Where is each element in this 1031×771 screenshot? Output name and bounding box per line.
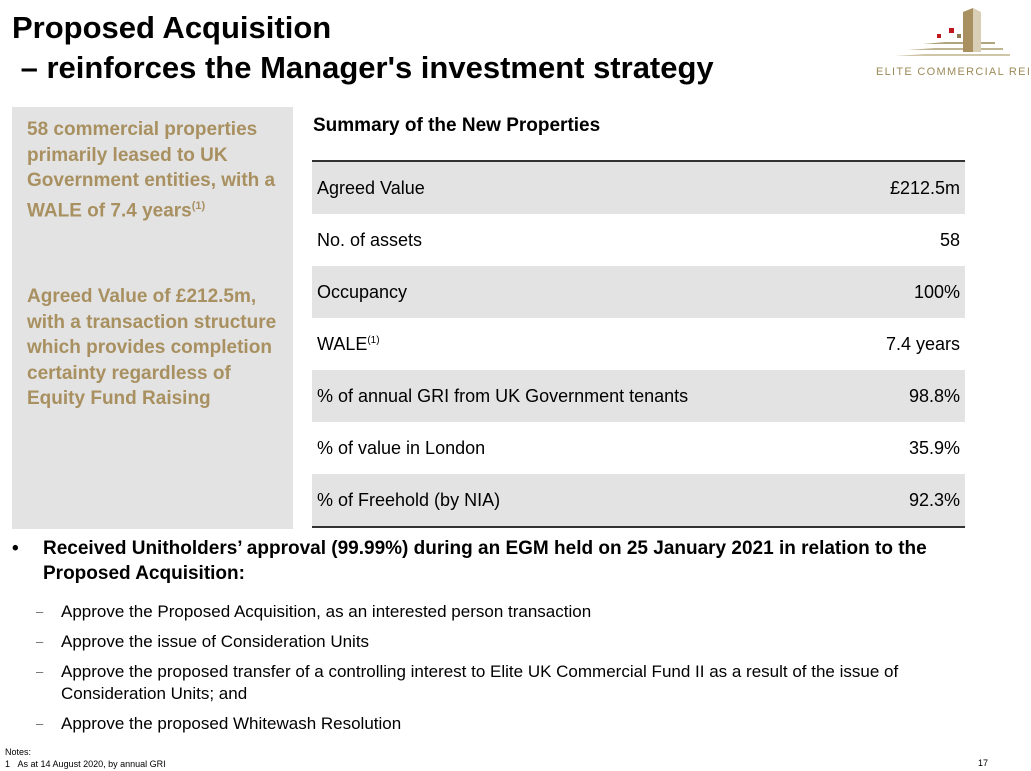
- dash-icon: –: [36, 716, 44, 731]
- footnote-ref: (1): [191, 199, 206, 212]
- row-label: Agreed Value: [317, 177, 425, 198]
- highlights-panel: 58 commercial properties primarily lease…: [12, 107, 293, 529]
- row-value: 58: [939, 229, 960, 250]
- table-row: % of Freehold (by NIA) 92.3%: [312, 474, 965, 526]
- row-value: 98.8%: [908, 385, 960, 406]
- table-row: % of value in London 35.9%: [312, 422, 965, 474]
- highlight-properties: 58 commercial properties primarily lease…: [27, 117, 277, 223]
- bullet-icon: •: [12, 538, 19, 559]
- title-line-2: – reinforces the Manager's investment st…: [12, 50, 714, 85]
- row-label: % of annual GRI from UK Government tenan…: [317, 385, 689, 406]
- list-item: – Approve the issue of Consideration Unit…: [36, 631, 976, 653]
- footnote-text: As at 14 August 2020, by annual GRI: [17, 759, 166, 769]
- dash-icon: –: [36, 664, 44, 679]
- row-label: % of Freehold (by NIA): [317, 489, 501, 510]
- row-value: £212.5m: [889, 177, 960, 198]
- page-number: 17: [978, 758, 989, 768]
- list-item-text: Approve the proposed Whitewash Resolutio…: [61, 714, 402, 733]
- row-label: No. of assets: [317, 229, 423, 250]
- approval-items: – Approve the Proposed Acquisition, as an…: [36, 601, 976, 743]
- row-label: % of value in London: [317, 437, 486, 458]
- table-row: No. of assets 58: [312, 214, 965, 266]
- list-item: – Approve the Proposed Acquisition, as an…: [36, 601, 976, 623]
- notes-heading: Notes:: [5, 747, 32, 757]
- building-logo-icon: [895, 8, 1010, 56]
- footnote-1: 1 As at 14 August 2020, by annual GRI: [5, 758, 166, 770]
- highlight-agreed-value: Agreed Value of £212.5m, with a transact…: [27, 286, 277, 409]
- footnotes: Notes: 1 As at 14 August 2020, by annual…: [5, 746, 166, 770]
- row-label: WALE(1): [317, 334, 380, 355]
- title-line-1: Proposed Acquisition: [12, 10, 332, 45]
- table-row: WALE(1) 7.4 years: [312, 318, 965, 370]
- row-value: 7.4 years: [885, 333, 960, 354]
- summary-title: Summary of the New Properties: [313, 115, 601, 136]
- table-row: Occupancy 100%: [312, 266, 965, 318]
- highlight-properties-text: 58 commercial properties primarily lease…: [27, 119, 276, 221]
- page-title: Proposed Acquisition – reinforces the Ma…: [12, 8, 714, 88]
- list-item-text: Approve the Proposed Acquisition, as an …: [61, 602, 592, 621]
- summary-table: Agreed Value £212.5m No. of assets 58 Oc…: [312, 160, 965, 528]
- table-row: % of annual GRI from UK Government tenan…: [312, 370, 965, 422]
- company-logo: ELITE COMMERCIAL REIT: [870, 8, 1031, 80]
- footnote-ref: (1): [367, 334, 380, 346]
- list-item: – Approve the proposed Whitewash Resoluti…: [36, 713, 976, 735]
- logo-text: ELITE COMMERCIAL REIT: [876, 66, 1031, 78]
- footnote-number: 1: [5, 759, 11, 769]
- approval-bullet: • Received Unitholders’ approval (99.99%…: [12, 536, 987, 586]
- list-item-text: Approve the proposed transfer of a contr…: [61, 662, 899, 703]
- dash-icon: –: [36, 634, 44, 649]
- row-label: Occupancy: [317, 281, 408, 302]
- table-row: Agreed Value £212.5m: [312, 162, 965, 214]
- row-value: 35.9%: [908, 437, 960, 458]
- list-item: – Approve the proposed transfer of a cont…: [36, 661, 976, 705]
- wale-label: WALE: [317, 333, 368, 354]
- dash-icon: –: [36, 604, 44, 619]
- row-value: 100%: [913, 281, 960, 302]
- list-item-text: Approve the issue of Consideration Units: [61, 632, 370, 651]
- approval-text: Received Unitholders’ approval (99.99%) …: [43, 538, 927, 584]
- row-value: 92.3%: [908, 489, 960, 510]
